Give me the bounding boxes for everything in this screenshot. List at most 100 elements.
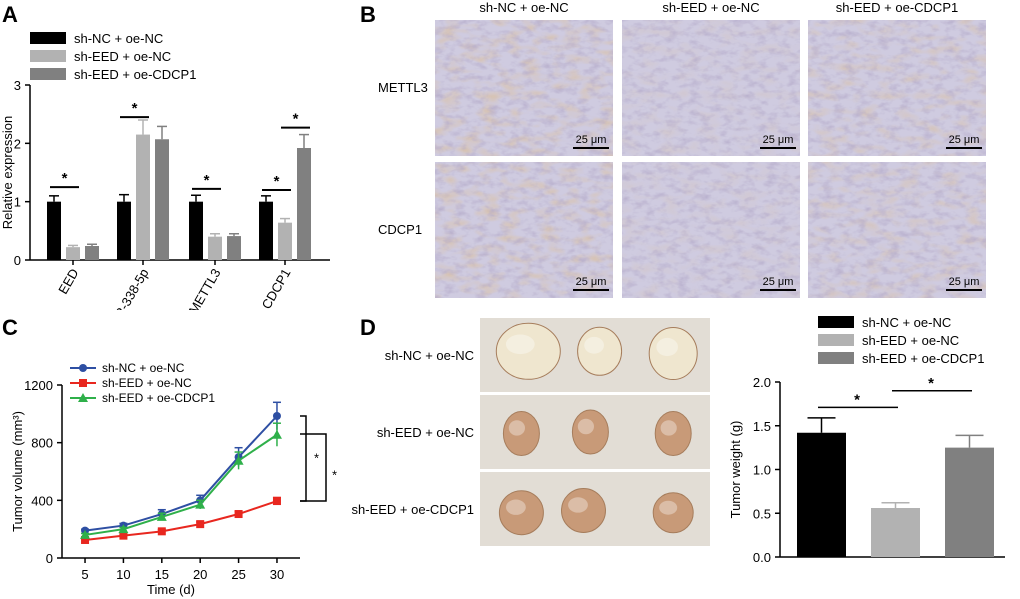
bar bbox=[297, 148, 311, 260]
legend-label: sh-EED + oe-NC bbox=[74, 49, 171, 64]
panel-a-chart: A sh-NC + oe-NC sh-EED + oe-NC sh-EED + oe… bbox=[0, 2, 330, 310]
bar bbox=[871, 508, 920, 557]
tumor-specimen bbox=[577, 326, 623, 376]
tumor-highlight bbox=[508, 420, 525, 436]
x-tick-label: 30 bbox=[270, 567, 284, 582]
tumor-specimen bbox=[652, 492, 694, 534]
bar bbox=[208, 236, 222, 260]
y-tick-label: 0 bbox=[14, 253, 21, 268]
x-axis-title: Time (d) bbox=[147, 582, 195, 597]
marker-triangle bbox=[78, 393, 88, 402]
y-axis-title: Tumor volume (mm³) bbox=[10, 411, 25, 532]
panel-b-label: B bbox=[360, 2, 376, 27]
bar bbox=[259, 201, 273, 260]
significance-star: * bbox=[293, 111, 299, 128]
bar bbox=[278, 222, 292, 260]
bar bbox=[66, 247, 80, 260]
y-tick-label: 1.5 bbox=[753, 419, 771, 434]
tumor-highlight bbox=[505, 334, 535, 355]
x-tick-label: 20 bbox=[193, 567, 207, 582]
ihc-nuclei-texture bbox=[435, 20, 613, 156]
tumor-highlight bbox=[656, 337, 678, 357]
ihc-nuclei-texture bbox=[435, 162, 613, 298]
y-tick-label: 0.5 bbox=[753, 506, 771, 521]
legend-label: sh-EED + oe-CDCP1 bbox=[862, 351, 984, 366]
tumor-highlight bbox=[584, 336, 604, 354]
marker-square bbox=[196, 520, 205, 529]
panel-d-plot: 0.0 0.5 1.0 1.5 2.0 Tumor weight (g) * * bbox=[728, 375, 1005, 565]
panel-a-label: A bbox=[2, 2, 18, 27]
series-line bbox=[84, 433, 278, 536]
legend-label: sh-NC + oe-NC bbox=[862, 315, 951, 330]
significance-star: * bbox=[132, 100, 138, 117]
marker-square bbox=[81, 535, 90, 544]
significance-star: * bbox=[928, 375, 934, 392]
legend-swatch bbox=[818, 316, 854, 328]
bar bbox=[189, 201, 203, 260]
photo-row-label: sh-EED + oe-CDCP1 bbox=[352, 502, 474, 517]
marker-circle bbox=[272, 411, 281, 420]
bar bbox=[797, 432, 846, 557]
significance-bracket bbox=[300, 433, 327, 502]
panel-d-label: D bbox=[360, 315, 376, 340]
bar bbox=[117, 201, 131, 260]
y-tick-label: 0 bbox=[46, 551, 53, 566]
marker-triangle bbox=[195, 499, 206, 509]
tumor-highlight bbox=[660, 420, 677, 436]
series-line bbox=[84, 500, 278, 541]
y-tick-label: 2 bbox=[14, 136, 21, 151]
legend-label: sh-EED + oe-CDCP1 bbox=[102, 391, 215, 405]
y-tick-label: 800 bbox=[31, 436, 53, 451]
y-tick-label: 0.0 bbox=[753, 550, 771, 565]
ihc-nuclei-texture bbox=[808, 20, 986, 156]
marker-circle bbox=[79, 364, 87, 372]
marker-triangle bbox=[118, 524, 129, 534]
series-line bbox=[84, 415, 278, 532]
x-tick-label: 25 bbox=[231, 567, 245, 582]
bar bbox=[47, 201, 61, 260]
panel-b-ihc: B sh-NC + oe-NC sh-EED + oe-NC sh-EED + oe… bbox=[360, 0, 986, 298]
tumor-highlight bbox=[659, 500, 678, 515]
scale-bar-label: 25 μm bbox=[763, 276, 794, 288]
marker-triangle bbox=[156, 511, 167, 521]
scale-bar-label: 25 μm bbox=[949, 276, 980, 288]
significance-star: * bbox=[314, 451, 319, 466]
panel-d-photo-rows: sh-NC + oe-NC sh-EED + oe-NC sh-EED + oe-C… bbox=[352, 318, 710, 546]
bar bbox=[155, 139, 169, 260]
row-label: METTL3 bbox=[378, 80, 428, 95]
marker-square bbox=[157, 527, 166, 536]
tumor-specimen bbox=[654, 410, 692, 456]
photo-row-label: sh-NC + oe-NC bbox=[385, 348, 474, 363]
legend-label: sh-NC + oe-NC bbox=[102, 361, 185, 375]
legend-label: sh-EED + oe-NC bbox=[862, 333, 959, 348]
scale-bar-label: 25 μm bbox=[576, 276, 607, 288]
column-header: sh-EED + oe-NC bbox=[662, 0, 759, 15]
marker-triangle bbox=[271, 429, 282, 439]
panel-c-label: C bbox=[2, 315, 18, 340]
legend-swatch bbox=[30, 32, 66, 44]
y-tick-label: 2.0 bbox=[753, 375, 771, 390]
significance-star: * bbox=[204, 172, 210, 189]
y-tick-label: 3 bbox=[14, 78, 21, 93]
tumor-highlight bbox=[506, 499, 526, 515]
y-tick-label: 1.0 bbox=[753, 463, 771, 478]
significance-star: * bbox=[62, 170, 68, 187]
legend-label: sh-EED + oe-NC bbox=[102, 376, 192, 390]
tumor-specimen bbox=[561, 487, 606, 533]
ihc-nuclei-texture bbox=[622, 162, 800, 298]
significance-star: * bbox=[854, 391, 860, 408]
legend-label: sh-NC + oe-NC bbox=[74, 31, 163, 46]
x-tick-label: 15 bbox=[155, 567, 169, 582]
legend-swatch bbox=[30, 68, 66, 80]
tumor-specimen bbox=[498, 490, 544, 536]
legend-swatch bbox=[818, 334, 854, 346]
scale-bar-label: 25 μm bbox=[763, 134, 794, 146]
panel-d-photos: D sh-NC + oe-NC sh-EED + oe-NC sh-EED + oe… bbox=[352, 315, 710, 546]
bar bbox=[227, 236, 241, 260]
column-header: sh-NC + oe-NC bbox=[479, 0, 568, 15]
marker-triangle bbox=[233, 455, 244, 465]
y-tick-label: 400 bbox=[31, 493, 53, 508]
